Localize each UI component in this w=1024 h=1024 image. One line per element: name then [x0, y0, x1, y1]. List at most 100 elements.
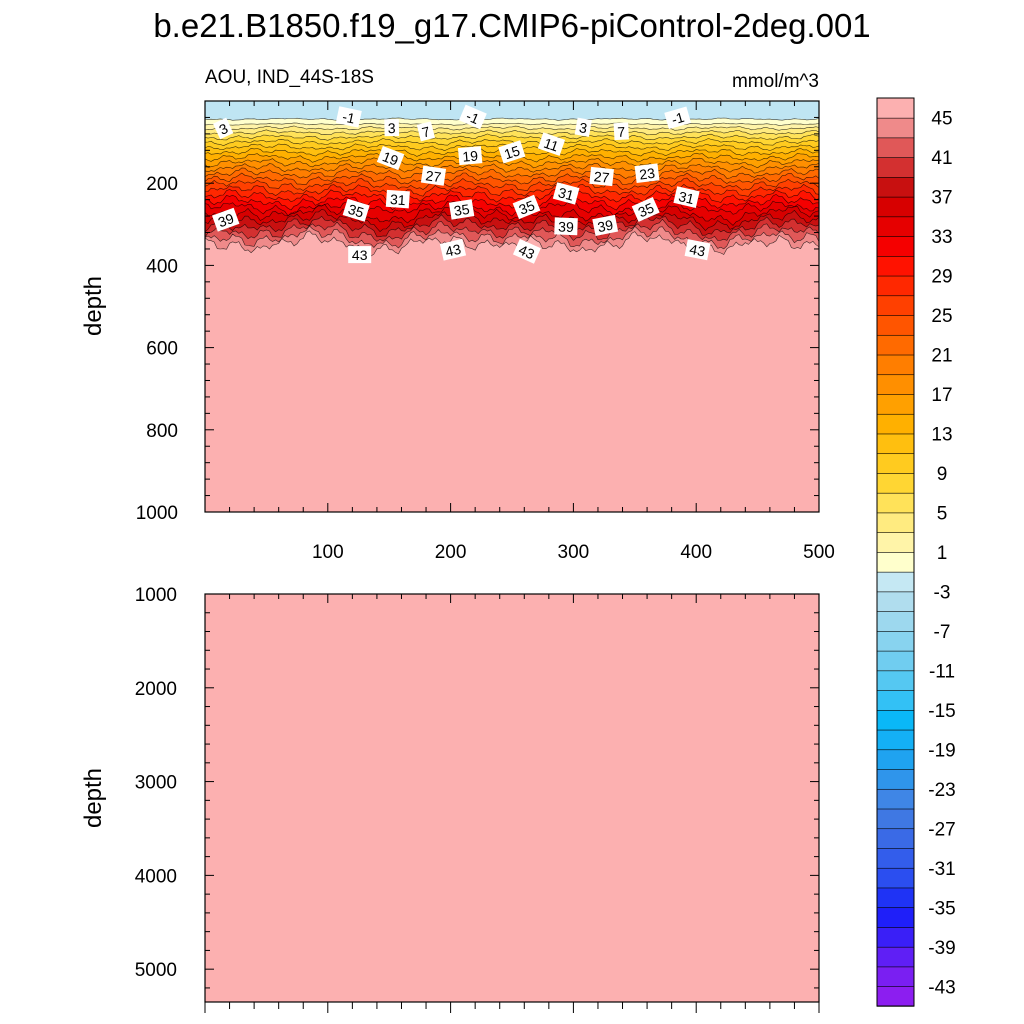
colorbar-box: [876, 828, 915, 849]
contour-label: 31: [673, 186, 700, 208]
contour-label: 27: [420, 165, 447, 186]
colorbar-box: [876, 433, 915, 455]
colorbar-box: [876, 295, 915, 316]
contour-label-box: [342, 198, 370, 222]
colorbar-box: [876, 906, 915, 928]
x-tick-label: 500: [803, 542, 835, 563]
contour-label-box: [512, 194, 541, 220]
colorbar-box: [876, 97, 915, 119]
contour-line-5: [205, 129, 819, 136]
bottom-panel-ylabel: depth: [80, 768, 107, 828]
contour-label: -1: [664, 106, 692, 130]
contour-label: 3: [384, 118, 400, 137]
y-tick-label: 1000: [136, 503, 178, 524]
contour-label-text: 43: [352, 247, 368, 263]
contour-label-box: [684, 239, 711, 261]
contour-label-box: [552, 182, 580, 205]
contour-label-box: [348, 246, 372, 264]
contour-label: 39: [212, 207, 240, 232]
contour-label-text: 15: [502, 142, 522, 162]
contour-label: 43: [439, 238, 467, 261]
bottom-panel: 1000 2000 3000 4000 5000 depth: [80, 585, 820, 1013]
colorbar-box: [876, 531, 915, 553]
contour-label-box: [631, 197, 660, 222]
colorbar-box: [876, 176, 915, 198]
colorbar-box: [876, 887, 915, 909]
colorbar-box: [876, 630, 915, 652]
contour-label-box: [673, 186, 700, 208]
colorbar-box: [876, 709, 915, 731]
colorbar-box: [876, 374, 915, 395]
colorbar-box: [876, 551, 915, 573]
contour-line-25: [205, 177, 819, 191]
colorbar-frame: [876, 97, 915, 1007]
contour-label-box: [457, 146, 483, 166]
colorbar-tick-label: 5: [937, 504, 948, 525]
contour-label-text: 27: [593, 168, 610, 186]
colorbar-box: [876, 985, 915, 1007]
contour-line-39: [205, 214, 819, 238]
contour-label: 3: [213, 117, 234, 140]
contour-label-text: 35: [346, 201, 366, 221]
colorbar-box: [876, 156, 915, 178]
contour-label-text: 39: [558, 219, 574, 236]
colorbar-tick-label: 9: [937, 464, 948, 485]
colorbar-tick-label: 33: [931, 227, 952, 248]
colorbar-box: [876, 275, 915, 297]
x-tick-label: 100: [312, 542, 344, 563]
colorbar-box: [876, 196, 915, 218]
contour-label: 31: [385, 189, 410, 209]
colorbar-box: [876, 571, 915, 593]
colorbar-box: [876, 808, 915, 830]
colorbar-box: [876, 117, 915, 139]
contour-label-text: 11: [542, 135, 561, 155]
contour-label-box: [212, 207, 240, 232]
colorbar-tick-label: -39: [928, 938, 955, 959]
contour-label-box: [664, 106, 692, 130]
bottom-panel-ticks: 1000 2000 3000 4000 5000: [135, 585, 820, 1013]
colorbar-box: [876, 670, 915, 691]
contour-label-box: [554, 217, 578, 236]
contour-label-text: 19: [462, 147, 479, 164]
colorbar-tick-label: 17: [931, 385, 952, 406]
contour-label: -1: [458, 104, 487, 130]
contour-label-text: 27: [425, 167, 443, 185]
contour-line-27: [205, 183, 819, 197]
contour-label: 43: [348, 246, 372, 264]
colorbar-box: [876, 512, 915, 533]
contour-label-box: [385, 189, 410, 209]
contour-line-21: [205, 167, 819, 179]
contour-label-text: 23: [638, 165, 656, 183]
colorbar-tick-label: 41: [931, 148, 952, 169]
colorbar-tick-label: -3: [934, 582, 951, 603]
contour-label-text: 7: [617, 124, 626, 140]
top-panel-contour-fill: [205, 101, 819, 512]
contour-label-box: [498, 140, 526, 164]
colorbar-box: [876, 393, 915, 415]
colorbar-box: [876, 768, 915, 790]
contour-label-box: [574, 117, 592, 137]
colorbar-box: [876, 966, 915, 987]
contour-label-box: [613, 122, 629, 141]
y-tick-label: 1000: [135, 585, 177, 606]
contour-label: 35: [342, 198, 370, 222]
y-tick-label: 3000: [135, 773, 177, 794]
contour-label: 39: [592, 214, 619, 236]
colorbar-tick-label: 1: [937, 543, 948, 564]
contour-label: 43: [512, 238, 541, 264]
contour-label: 15: [498, 140, 526, 164]
y-tick-label: 400: [146, 256, 178, 277]
colorbar-tick-label: -7: [934, 622, 951, 643]
colorbar-tick-label: 13: [931, 425, 952, 446]
bottom-panel-fill: [205, 594, 819, 1002]
colorbar-box: [876, 314, 915, 336]
colorbar-box: [876, 788, 915, 810]
contour-label-text: 19: [380, 148, 400, 169]
colorbar-box: [876, 452, 915, 474]
contour-label-box: [537, 132, 566, 156]
colorbar-tick-label: 29: [931, 267, 952, 288]
colorbar-box: [876, 334, 915, 356]
colorbar-tick-label: -11: [929, 661, 955, 682]
colorbar-box: [876, 216, 915, 237]
